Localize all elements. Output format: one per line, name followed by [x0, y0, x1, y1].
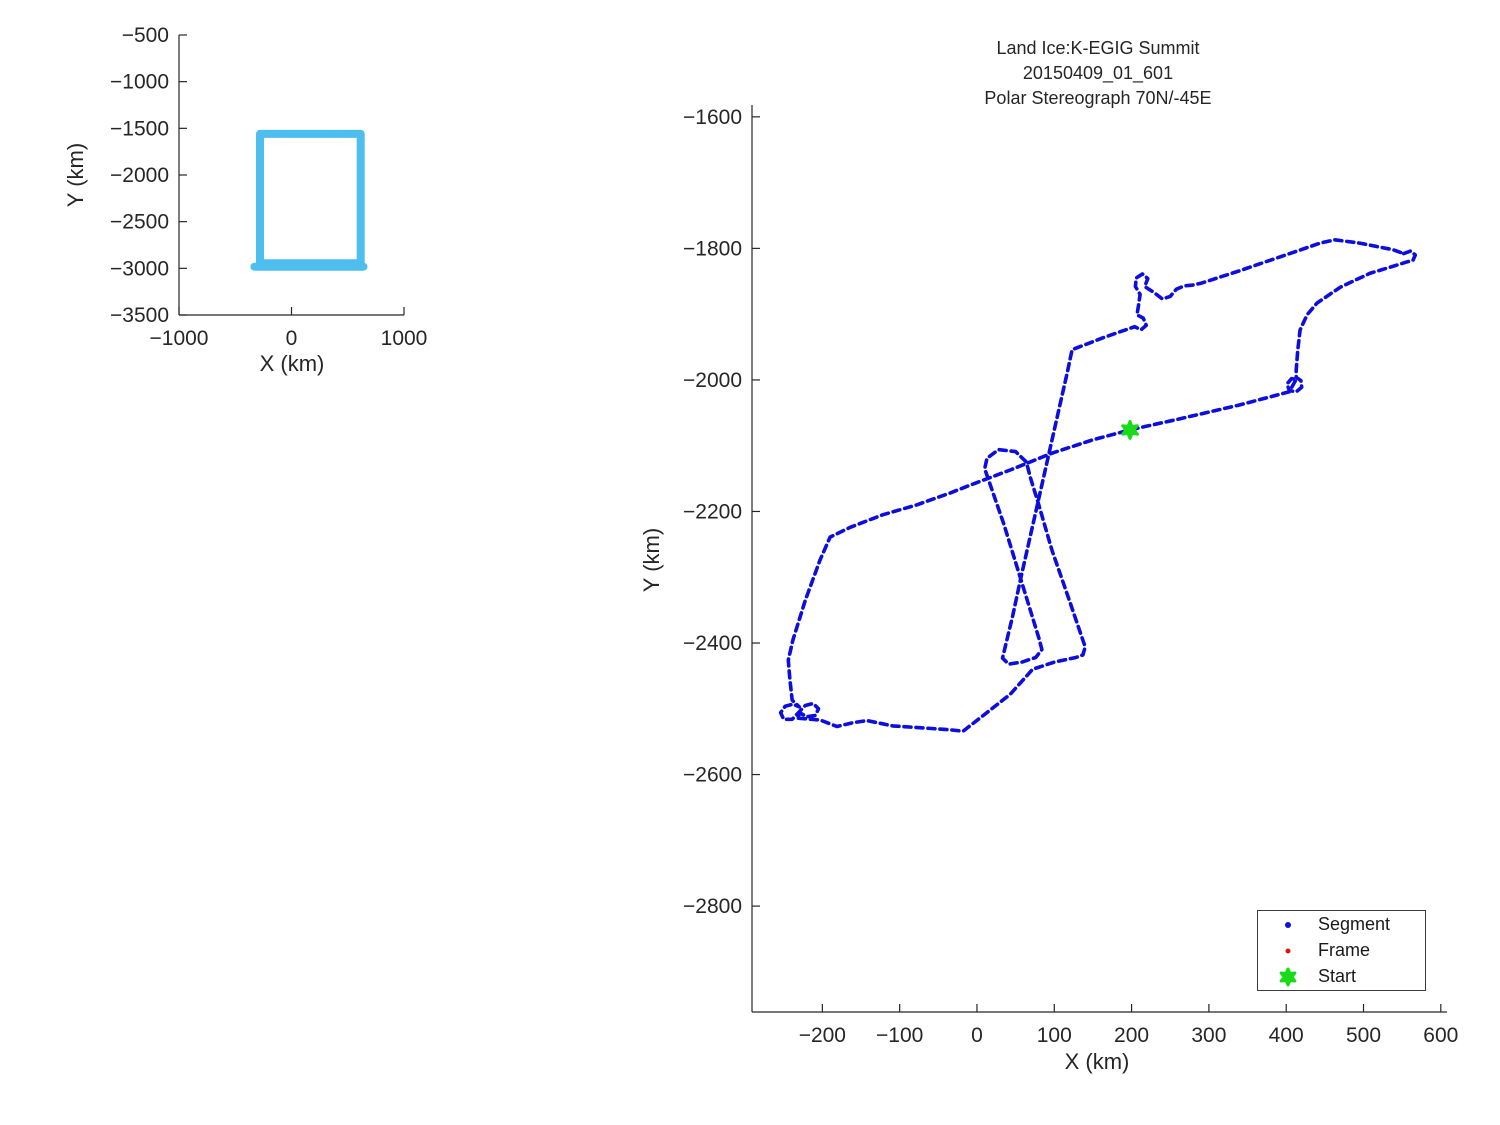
main-x-axis-label: X (km): [1064, 1049, 1130, 1074]
legend-label-frame: Frame: [1318, 940, 1371, 960]
legend-row-segment: Segment: [1258, 912, 1425, 938]
y-tick-label: −1800: [683, 237, 742, 260]
legend-row-start: Start: [1258, 964, 1425, 990]
title-line-1: Land Ice:K-EGIG Summit: [996, 38, 1200, 58]
y-tick-label: −2500: [110, 211, 169, 234]
title-line-2: 20150409_01_601: [1022, 63, 1174, 83]
x-tick-label: −100: [876, 1024, 923, 1047]
coverage-box-line: [256, 129, 365, 268]
main-plot: −200 −100 0 100 200 300 400 500 600 −1600 −1800 −20…: [683, 105, 1458, 1047]
y-tick-label: −500: [122, 24, 169, 47]
y-tick-label: −2200: [683, 500, 742, 523]
legend-row-frame: Frame: [1258, 938, 1425, 964]
overview-y-axis-label: Y (km): [63, 142, 88, 208]
y-tick-label: −2400: [683, 632, 742, 655]
x-tick-label: 100: [1037, 1024, 1072, 1047]
y-tick-label: −1500: [110, 117, 169, 140]
y-tick-label: −1000: [110, 71, 169, 94]
segment-marker-icon: [1258, 916, 1318, 934]
segment-track-line: [778, 238, 1418, 734]
x-tick-label: 600: [1423, 1024, 1458, 1047]
start-marker: [1121, 419, 1139, 440]
overview-x-axis-label: X (km): [259, 351, 325, 376]
x-tick-label: 0: [971, 1024, 983, 1047]
start-marker-icon: [1258, 967, 1318, 987]
y-tick-label: −2800: [683, 895, 742, 918]
x-tick-label: 200: [1114, 1024, 1149, 1047]
x-tick-label: 0: [286, 327, 298, 350]
title-line-3: Polar Stereograph 70N/-45E: [984, 88, 1212, 108]
x-tick-label: 400: [1269, 1024, 1304, 1047]
main-plot-title: Land Ice:K-EGIG Summit 20150409_01_601 P…: [984, 36, 1211, 111]
legend: Segment Frame Start: [1257, 910, 1426, 991]
legend-label-start: Start: [1318, 966, 1357, 986]
x-tick-label: 500: [1346, 1024, 1381, 1047]
y-tick-label: −2000: [110, 164, 169, 187]
x-tick-label: −200: [799, 1024, 846, 1047]
x-tick-label: −1000: [150, 327, 209, 350]
overview-plot: −1000 0 1000 −500 −1000 −1500 −2000 −2500 −3000 −…: [110, 24, 427, 350]
y-tick-label: −2600: [683, 764, 742, 787]
y-tick-label: −1600: [683, 106, 742, 129]
x-tick-label: 1000: [381, 327, 428, 350]
y-tick-label: −3000: [110, 257, 169, 280]
y-tick-label: −3500: [110, 304, 169, 327]
x-tick-label: 300: [1191, 1024, 1226, 1047]
y-tick-label: −2000: [683, 369, 742, 392]
frame-marker-icon: [1258, 942, 1318, 960]
legend-label-segment: Segment: [1318, 914, 1391, 934]
main-y-axis-label: Y (km): [639, 527, 664, 593]
